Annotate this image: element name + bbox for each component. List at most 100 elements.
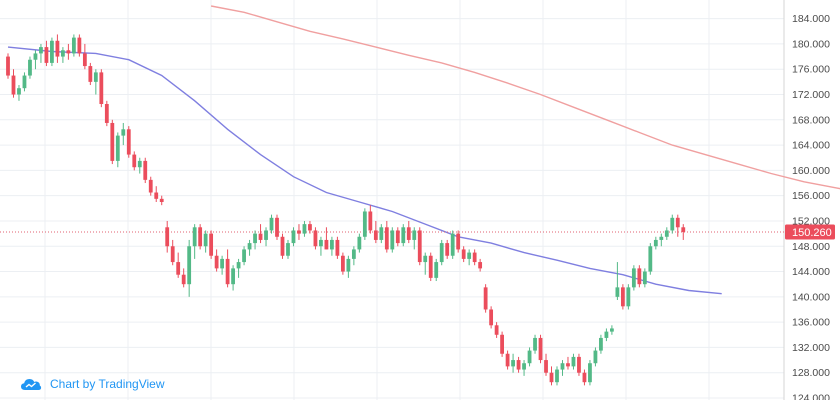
candle-down [148, 176, 153, 196]
candle-body [406, 227, 411, 240]
candle-body [670, 217, 675, 231]
candle-up [571, 353, 576, 370]
candle-up [599, 334, 603, 354]
candle-body [313, 230, 318, 247]
y-tick-label: 140.000 [792, 291, 830, 303]
candle-up [615, 262, 620, 300]
candle-body [675, 217, 680, 228]
candle-up [604, 328, 609, 342]
candle-body [137, 160, 142, 168]
candle-down [445, 239, 450, 259]
candle-down [494, 322, 499, 338]
candle-up [664, 227, 669, 240]
candle-body [368, 211, 373, 231]
candle-body [170, 246, 175, 263]
candle-body [286, 243, 290, 256]
tradingview-watermark[interactable]: Chart by TradingView [20, 374, 165, 394]
candle-body [346, 258, 351, 272]
candle-body [82, 53, 87, 67]
candle-up [555, 366, 559, 386]
candle-body [6, 56, 10, 76]
candle-body [302, 224, 307, 234]
candle-body [560, 363, 565, 370]
candle-body [110, 122, 115, 161]
candle-body [258, 233, 263, 240]
candle-body [143, 160, 148, 180]
candle-down [335, 236, 340, 259]
candle-body [264, 230, 268, 240]
candlesticks [6, 34, 686, 386]
candle-up [192, 224, 197, 259]
candle-body [516, 360, 521, 370]
candle-body [176, 262, 181, 275]
candle-up [231, 265, 235, 291]
candle-down [406, 220, 411, 244]
candle-body [588, 363, 592, 383]
candle-body [17, 88, 21, 95]
candle-body [604, 331, 609, 338]
candle-body [220, 258, 225, 269]
candle-up [423, 252, 428, 275]
candle-body [214, 255, 219, 269]
candle-body [192, 227, 197, 247]
y-tick-label: 156.000 [792, 190, 830, 202]
candle-down [143, 157, 148, 184]
candle-body [330, 239, 334, 250]
candle-body [269, 217, 274, 231]
candle-up [242, 246, 246, 266]
candle-body [664, 230, 669, 237]
y-tick-label: 164.000 [792, 140, 830, 152]
candle-down [77, 34, 82, 57]
candle-body [319, 239, 323, 247]
candle-up [439, 239, 444, 266]
y-tick-label: 180.000 [792, 38, 830, 50]
candle-down [549, 366, 554, 386]
candle-body [401, 227, 406, 244]
candle-down [198, 224, 203, 250]
candle-down [478, 258, 483, 272]
candle-body [533, 337, 537, 351]
candle-body [642, 271, 647, 285]
candle-down [483, 284, 488, 313]
candle-body [494, 325, 499, 335]
candle-down [214, 249, 219, 272]
last-price-label-layer: 150.260 [785, 224, 835, 240]
price-axis[interactable]: 124.000 128.000 132.000 136.000 140.000 144.0… [792, 13, 830, 400]
candle-down [428, 252, 433, 282]
candle-down [472, 249, 477, 266]
candle-body [253, 233, 257, 244]
candle-body [39, 47, 43, 54]
candle-down [675, 214, 680, 237]
candle-down [516, 356, 521, 373]
candle-down [11, 69, 16, 98]
ma-slow-line [210, 5, 840, 190]
y-tick-label: 136.000 [792, 317, 830, 329]
candle-body [71, 37, 76, 54]
candle-body [198, 227, 203, 247]
candle-up [203, 230, 208, 253]
candle-body [335, 239, 340, 256]
y-tick-label: 184.000 [792, 13, 830, 25]
candle-up [137, 157, 142, 174]
candle-up [33, 50, 38, 70]
y-tick-label: 172.000 [792, 89, 830, 101]
candle-up [653, 236, 658, 250]
candle-body [11, 75, 16, 95]
candle-body [653, 239, 658, 247]
candle-down [340, 252, 345, 275]
candle-up [22, 72, 27, 92]
candle-up [50, 37, 54, 67]
candle-up [522, 360, 526, 376]
candle-down [582, 369, 587, 386]
candle-body [417, 230, 422, 263]
candle-up [115, 132, 120, 168]
candle-up [588, 360, 592, 386]
candle-body [148, 179, 153, 193]
candle-up [467, 249, 472, 266]
candle-down [209, 230, 214, 259]
candle-body [33, 53, 38, 60]
candle-up [379, 224, 384, 244]
candle-body [44, 47, 49, 63]
watermark-text[interactable]: Chart by TradingView [50, 377, 165, 391]
